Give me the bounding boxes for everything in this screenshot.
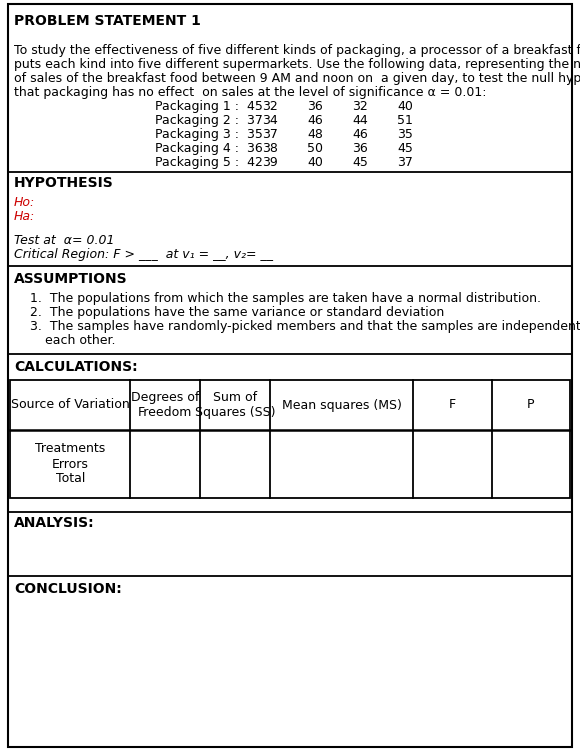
Text: Ha:: Ha: bbox=[14, 210, 35, 223]
Text: 46: 46 bbox=[307, 114, 323, 127]
Text: 51: 51 bbox=[397, 114, 413, 127]
Text: Packaging 5 :  42: Packaging 5 : 42 bbox=[155, 156, 263, 169]
Text: Packaging 3 :  35: Packaging 3 : 35 bbox=[155, 128, 263, 141]
Text: Source of Variation: Source of Variation bbox=[11, 399, 129, 412]
Text: Treatments
Errors
Total: Treatments Errors Total bbox=[35, 442, 106, 485]
Text: of sales of the breakfast food between 9 AM and noon on  a given day, to test th: of sales of the breakfast food between 9… bbox=[14, 72, 580, 85]
Text: 1.  The populations from which the samples are taken have a normal distribution.: 1. The populations from which the sample… bbox=[30, 292, 541, 305]
Text: 37: 37 bbox=[397, 156, 413, 169]
Text: each other.: each other. bbox=[45, 334, 115, 347]
Text: ASSUMPTIONS: ASSUMPTIONS bbox=[14, 272, 128, 286]
Text: Sum of
Squares (SS): Sum of Squares (SS) bbox=[195, 391, 276, 419]
Text: To study the effectiveness of five different kinds of packaging, a processor of : To study the effectiveness of five diffe… bbox=[14, 44, 580, 57]
Text: 35: 35 bbox=[397, 128, 413, 141]
Text: 32: 32 bbox=[352, 100, 368, 113]
Text: 50: 50 bbox=[307, 142, 323, 155]
Text: 32: 32 bbox=[262, 100, 278, 113]
Text: Packaging 1 :  45: Packaging 1 : 45 bbox=[155, 100, 263, 113]
Text: PROBLEM STATEMENT 1: PROBLEM STATEMENT 1 bbox=[14, 14, 201, 28]
Text: 38: 38 bbox=[262, 142, 278, 155]
Text: 39: 39 bbox=[262, 156, 278, 169]
Text: 45: 45 bbox=[397, 142, 413, 155]
Text: 45: 45 bbox=[352, 156, 368, 169]
Text: Ho:: Ho: bbox=[14, 196, 35, 209]
Text: Packaging 2 :  37: Packaging 2 : 37 bbox=[155, 114, 263, 127]
Text: 40: 40 bbox=[397, 100, 413, 113]
Text: Packaging 4 :  36: Packaging 4 : 36 bbox=[155, 142, 263, 155]
Text: that packaging has no effect  on sales at the level of significance α = 0.01:: that packaging has no effect on sales at… bbox=[14, 86, 487, 99]
Text: puts each kind into five different supermarkets. Use the following data, represe: puts each kind into five different super… bbox=[14, 58, 580, 71]
Text: 37: 37 bbox=[262, 128, 278, 141]
Text: 2.  The populations have the same variance or standard deviation: 2. The populations have the same varianc… bbox=[30, 306, 444, 319]
Text: Mean squares (MS): Mean squares (MS) bbox=[282, 399, 402, 412]
Text: 34: 34 bbox=[262, 114, 278, 127]
Text: Degrees of
Freedom: Degrees of Freedom bbox=[131, 391, 200, 419]
Text: 40: 40 bbox=[307, 156, 323, 169]
Text: 46: 46 bbox=[352, 128, 368, 141]
Text: 3.  The samples have randomly-picked members and that the samples are independen: 3. The samples have randomly-picked memb… bbox=[30, 320, 580, 333]
Text: HYPOTHESIS: HYPOTHESIS bbox=[14, 176, 114, 190]
Text: CALCULATIONS:: CALCULATIONS: bbox=[14, 360, 137, 374]
Text: 44: 44 bbox=[352, 114, 368, 127]
Text: P: P bbox=[527, 399, 535, 412]
Bar bbox=[10, 380, 570, 498]
Text: 48: 48 bbox=[307, 128, 323, 141]
Text: 36: 36 bbox=[352, 142, 368, 155]
Text: F: F bbox=[449, 399, 456, 412]
Text: 36: 36 bbox=[307, 100, 323, 113]
Text: Test at  α= 0.01: Test at α= 0.01 bbox=[14, 234, 114, 247]
Text: ANALYSIS:: ANALYSIS: bbox=[14, 516, 95, 530]
Text: CONCLUSION:: CONCLUSION: bbox=[14, 582, 122, 596]
Text: Critical Region: F > ___  at v₁ = __, v₂= __: Critical Region: F > ___ at v₁ = __, v₂=… bbox=[14, 248, 273, 261]
